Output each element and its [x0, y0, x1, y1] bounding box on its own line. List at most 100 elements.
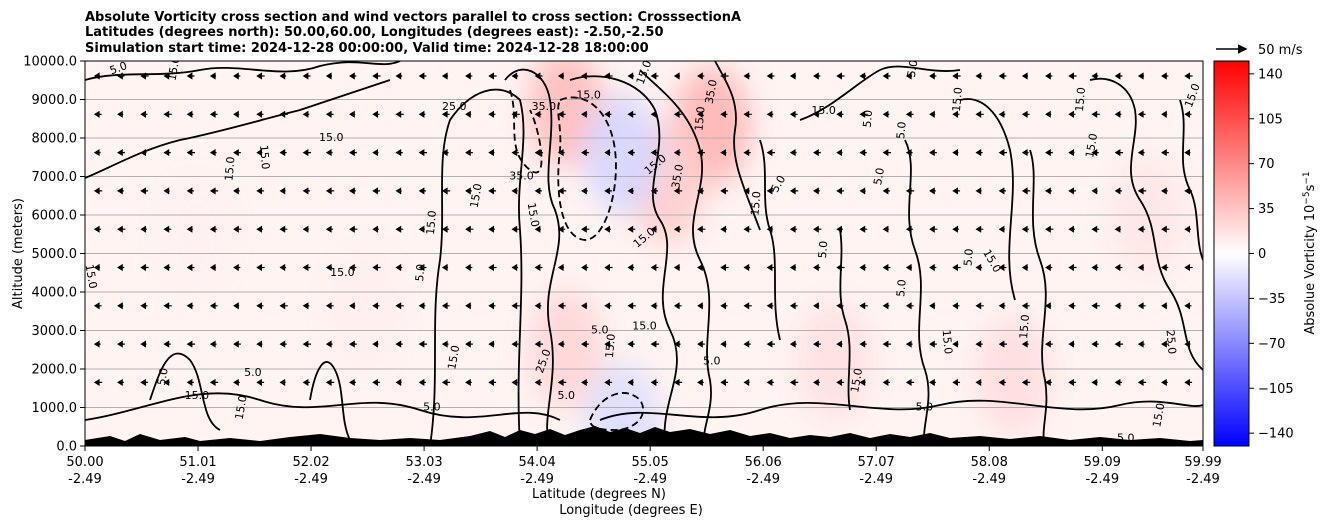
wind-vector: [557, 110, 566, 118]
wind-vector: [836, 149, 843, 157]
wind-vector: [534, 72, 543, 80]
wind-vector: [720, 263, 729, 272]
wind-vector: [1184, 187, 1193, 195]
wind-vector: [766, 225, 773, 233]
wind-vector: [743, 378, 750, 386]
wind-vector: [395, 72, 403, 80]
wind-vector: [279, 378, 286, 386]
contour-label: 15.0: [940, 329, 955, 355]
wind-vector: [627, 378, 634, 386]
wind-vector: [673, 340, 681, 348]
vorticity-region: [584, 362, 661, 446]
wind-vector: [209, 72, 217, 80]
wind-vector: [1114, 149, 1123, 157]
x-tick-label-lon: -2.49: [859, 472, 893, 487]
wind-vector: [441, 187, 451, 195]
wind-vector: [1045, 263, 1053, 272]
wind-vector: [1091, 72, 1099, 80]
x-tick-label-lon: -2.49: [1186, 472, 1220, 487]
wind-vector: [1021, 110, 1030, 118]
wind-vector: [720, 72, 729, 80]
x-tick-label-lon: -2.49: [520, 472, 554, 487]
wind-vector: [836, 187, 845, 195]
wind-vector: [441, 302, 450, 310]
wind-vector: [697, 110, 704, 118]
wind-vector: [836, 302, 844, 310]
wind-vector: [581, 263, 589, 272]
wind-vector: [209, 187, 219, 195]
wind-vector: [279, 263, 287, 272]
gridlines: [85, 99, 1203, 408]
wind-vector: [882, 110, 890, 118]
wind-vector: [140, 225, 147, 233]
wind-vector: [1137, 302, 1146, 310]
wind-vector: [1161, 263, 1169, 272]
wind-vector: [789, 340, 797, 348]
wind-vector: [813, 149, 821, 157]
contour-line: [309, 361, 351, 441]
colorbar-tick-label: 140: [1258, 67, 1283, 82]
contour-line: [85, 61, 401, 81]
title-line-2: Latitudes (degrees north): 50.00,60.00, …: [85, 25, 664, 40]
contour-label: 35.0: [703, 79, 720, 105]
wind-vector: [766, 72, 775, 80]
contour-label: 5.0: [894, 121, 908, 140]
contour-label: 5.0: [816, 240, 830, 259]
wind-vector: [140, 149, 147, 157]
wind-vector: [256, 72, 265, 80]
title-line-3: Simulation start time: 2024-12-28 00:00:…: [85, 41, 649, 56]
wind-vector: [905, 340, 913, 348]
wind-vector: [534, 302, 542, 310]
wind-vector: [905, 72, 913, 80]
wind-vector: [1021, 225, 1030, 233]
wind-vector: [929, 302, 936, 310]
wind-vector: [697, 340, 705, 348]
wind-vector: [743, 149, 751, 157]
wind-vector: [465, 149, 473, 157]
wind-vector: [302, 149, 311, 157]
wind-vector: [511, 187, 518, 195]
contour-label: 15.0: [525, 202, 542, 228]
wind-vector: [581, 378, 588, 386]
wind-vector: [673, 302, 682, 310]
quiver-key: 50 m/s: [1216, 43, 1303, 58]
contour-label: 15.0: [576, 89, 601, 102]
wind-vector: [882, 302, 890, 310]
colorbar-gradient: [1213, 60, 1250, 447]
wind-vector: [557, 187, 567, 195]
wind-vector: [1137, 340, 1145, 348]
wind-vector: [836, 263, 845, 272]
contour-label: 15.0: [603, 333, 618, 359]
wind-vector: [233, 340, 241, 348]
contour-line: [639, 69, 712, 446]
wind-vector: [1045, 302, 1052, 310]
wind-vector: [186, 378, 194, 386]
wind-vector: [325, 378, 335, 386]
contour-label: 5.0: [905, 59, 921, 78]
wind-vector: [1045, 110, 1052, 118]
wind-vector: [743, 225, 752, 233]
wind-vector: [441, 110, 450, 118]
wind-vector: [836, 225, 843, 233]
wind-vector: [441, 149, 449, 157]
wind-vector: [372, 378, 381, 386]
wind-vector: [1114, 72, 1123, 80]
wind-vector: [140, 340, 147, 348]
contour-label: 15.0: [1150, 402, 1167, 428]
contour-label: 5.0: [423, 401, 441, 414]
wind-vector: [627, 302, 636, 310]
wind-vector: [650, 110, 658, 118]
wind-vector: [465, 187, 472, 195]
wind-vector: [1161, 149, 1169, 157]
wind-vector: [93, 110, 102, 118]
wind-vector: [302, 72, 311, 80]
wind-vector: [929, 263, 937, 272]
wind-vector: [766, 149, 775, 157]
wind-vector: [209, 378, 219, 386]
x-tick-label-lat: 51.01: [179, 455, 216, 470]
contour-line: [504, 68, 561, 446]
x-tick-label-lon: -2.49: [181, 472, 215, 487]
colorbar-tick-label: 105: [1258, 112, 1283, 127]
wind-vector: [650, 302, 658, 310]
